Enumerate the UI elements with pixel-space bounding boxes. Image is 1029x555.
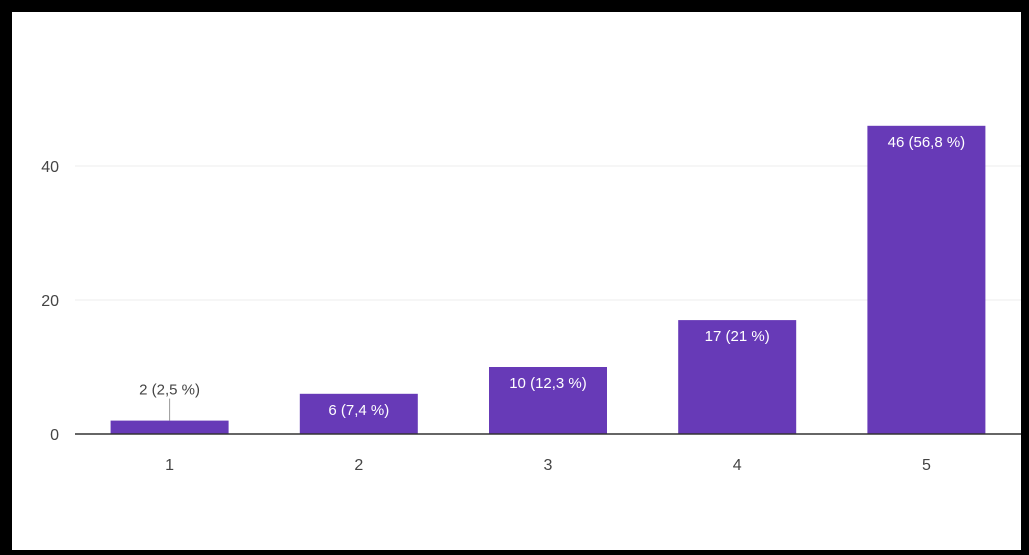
chart-panel: 0 20 40 1 2 3 4 5 2 (2,5 %) 6 (7,4 %) 10 (12,3 %…: [12, 12, 1021, 550]
x-tick-label: 1: [165, 457, 174, 474]
y-tick-label: 20: [41, 293, 59, 310]
data-label: 2 (2,5 %): [139, 382, 200, 399]
bar: [110, 420, 229, 434]
y-axis-ticks: 0 20 40: [41, 159, 59, 444]
x-tick-label: 4: [733, 457, 742, 474]
data-label: 10 (12,3 %): [509, 375, 587, 392]
data-label: 6 (7,4 %): [328, 402, 389, 419]
bar: [489, 367, 607, 434]
x-axis-ticks: 1 2 3 4 5: [165, 457, 931, 474]
x-tick-label: 2: [354, 457, 363, 474]
gridlines: [75, 165, 1021, 301]
bars: [110, 125, 986, 435]
y-tick-label: 0: [50, 427, 59, 444]
x-tick-label: 5: [922, 457, 931, 474]
bar: [867, 125, 986, 435]
data-label: 17 (21 %): [705, 328, 770, 345]
x-tick-label: 3: [544, 457, 553, 474]
bar: [678, 320, 797, 434]
bar-chart: 0 20 40 1 2 3 4 5 2 (2,5 %) 6 (7,4 %) 10 (12,3 %…: [41, 100, 1021, 474]
y-tick-label: 40: [41, 159, 59, 176]
bar: [299, 393, 418, 434]
data-label: 46 (56,8 %): [888, 134, 966, 151]
data-labels: 2 (2,5 %) 6 (7,4 %) 10 (12,3 %) 17 (21 %) 46…: [139, 134, 965, 421]
